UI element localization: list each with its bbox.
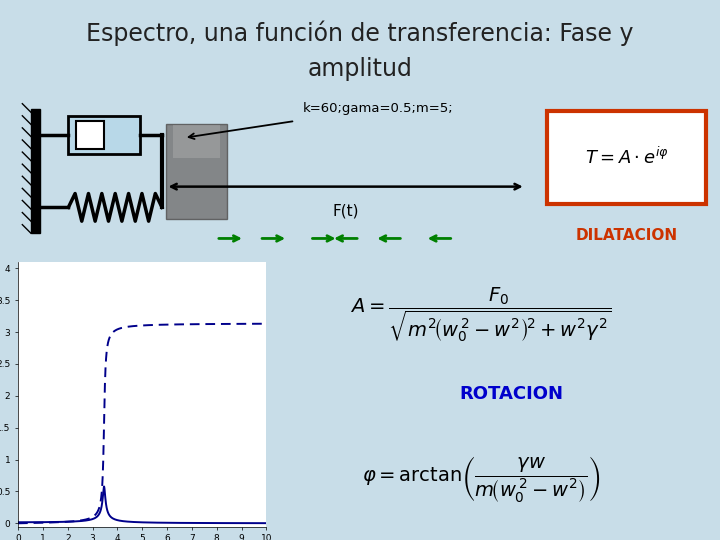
Text: amplitud: amplitud [307,57,413,81]
Text: k=60;gama=0.5;m=5;: k=60;gama=0.5;m=5; [302,103,453,116]
Text: Espectro, una función de transferencia: Fase y: Espectro, una función de transferencia: … [86,20,634,45]
Text: $A = \dfrac{F_0}{\sqrt{m^2\!\left(w_0^{\,2} - w^2\right)^{\!2} + w^2\gamma^2}}$: $A = \dfrac{F_0}{\sqrt{m^2\!\left(w_0^{\… [350,286,612,344]
Text: $\varphi = \arctan\!\left(\dfrac{\gamma w}{m\!\left(w_0^{\,2} - w^2\right)}\righ: $\varphi = \arctan\!\left(\dfrac{\gamma … [362,454,600,504]
Bar [68,116,140,154]
Bar [31,109,40,233]
Bar [166,124,227,219]
Text: DILATACION: DILATACION [575,227,678,242]
Bar [76,121,104,149]
Text: F(t): F(t) [333,204,359,218]
Bar [173,125,220,158]
Text: $T = A \cdot e^{i\varphi}$: $T = A \cdot e^{i\varphi}$ [585,147,668,168]
Bar [547,111,706,204]
Text: ROTACION: ROTACION [459,385,563,403]
